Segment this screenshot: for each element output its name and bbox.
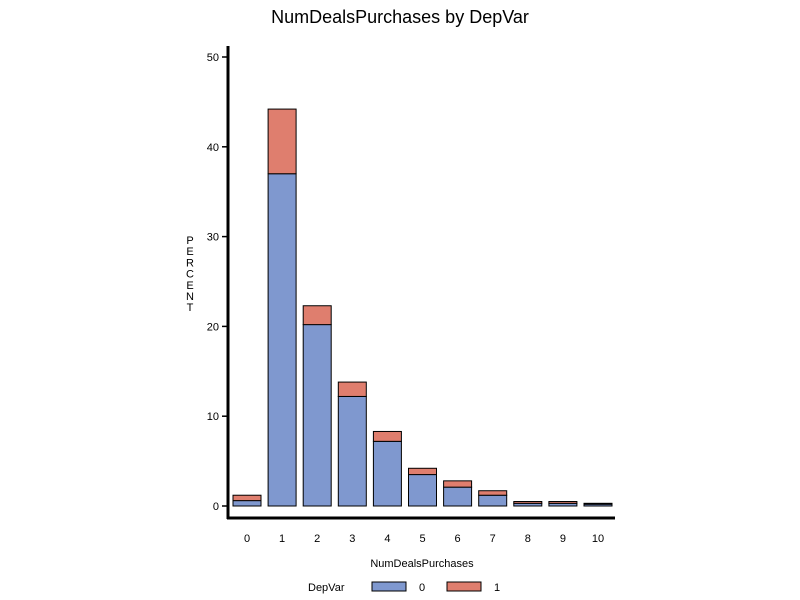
bar-1-series-0 bbox=[267, 173, 297, 507]
bar-0-series-1 bbox=[232, 494, 262, 502]
bar-0-series-0 bbox=[232, 500, 262, 507]
y-axis-label-letter: N bbox=[186, 291, 194, 303]
bar-6-series-1 bbox=[443, 480, 473, 488]
legend-swatch-1 bbox=[446, 581, 482, 592]
x-axis-label: NumDealsPurchases bbox=[370, 558, 474, 570]
y-axis-label-letter: R bbox=[186, 257, 194, 269]
x-tick-label: 1 bbox=[279, 533, 285, 545]
bar-3-series-0 bbox=[337, 395, 367, 507]
y-axis-label-letter: E bbox=[186, 280, 193, 292]
bar-10-series-1 bbox=[583, 502, 613, 505]
bar-2-series-1 bbox=[302, 305, 332, 326]
y-tick-label: 40 bbox=[207, 142, 219, 154]
legend-label-1: 1 bbox=[494, 582, 500, 594]
x-tick-label: 0 bbox=[244, 533, 250, 545]
bar-3-series-1 bbox=[337, 381, 367, 397]
x-tick-label: 3 bbox=[349, 533, 355, 545]
bar-5-series-0 bbox=[408, 474, 437, 507]
bar-4-series-0 bbox=[372, 440, 402, 507]
y-tick-label: 0 bbox=[213, 501, 219, 513]
x-tick-label: 7 bbox=[490, 533, 496, 545]
y-axis-label-letter: E bbox=[186, 246, 193, 258]
x-ticks: 0 1 2 3 4 5 6 7 8 9 10 bbox=[244, 533, 604, 545]
y-tick-label: 20 bbox=[207, 321, 219, 333]
legend-label-0: 0 bbox=[419, 582, 425, 594]
x-tick-label: 6 bbox=[455, 533, 461, 545]
y-ticks: 0 10 20 30 40 50 bbox=[207, 52, 228, 513]
y-tick-label: 50 bbox=[207, 52, 219, 64]
legend-swatch-0 bbox=[371, 581, 407, 592]
y-axis-label-letter: C bbox=[186, 269, 194, 281]
x-tick-label: 4 bbox=[384, 533, 390, 545]
bar-6-series-0 bbox=[443, 486, 473, 507]
x-tick-label: 2 bbox=[314, 533, 320, 545]
bar-8-series-1 bbox=[513, 501, 543, 504]
y-axis-label-letter: P bbox=[186, 235, 193, 247]
chart-title: NumDealsPurchases by DepVar bbox=[271, 7, 529, 27]
bar-4-series-1 bbox=[372, 430, 402, 442]
legend: DepVar 0 1 bbox=[308, 581, 500, 594]
bars bbox=[232, 108, 613, 507]
x-tick-label: 5 bbox=[419, 533, 425, 545]
y-tick-label: 10 bbox=[207, 411, 219, 423]
bar-9-series-1 bbox=[548, 501, 578, 504]
bar-7-series-1 bbox=[478, 490, 508, 496]
bar-5-series-1 bbox=[408, 467, 437, 476]
bar-2-series-0 bbox=[302, 324, 332, 507]
x-tick-label: 9 bbox=[560, 533, 566, 545]
legend-title: DepVar bbox=[308, 582, 345, 594]
bar-1-series-1 bbox=[267, 108, 297, 175]
x-tick-label: 8 bbox=[525, 533, 531, 545]
x-tick-label: 10 bbox=[592, 533, 604, 545]
bar-7-series-0 bbox=[478, 494, 508, 507]
y-axis-label-letter: T bbox=[187, 302, 194, 314]
y-tick-label: 30 bbox=[207, 232, 219, 244]
